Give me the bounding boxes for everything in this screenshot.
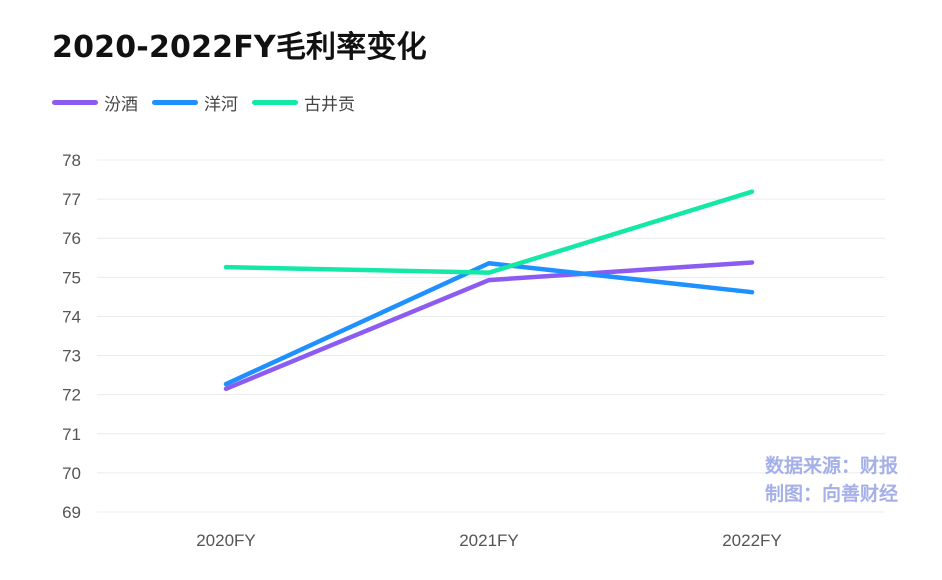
y-tick-label-74: 74 [62,307,81,326]
legend-item-yanghe: 洋河 [152,90,238,115]
x-tick-label-2: 2022FY [722,531,782,550]
source-note-line-1: 数据来源：财报 [764,455,898,477]
point-gujinggong-2 [750,189,754,194]
legend-label-fenjiu: 汾酒 [104,95,138,115]
y-tick-label-73: 73 [62,347,81,366]
legend-swatch-yanghe [152,100,198,105]
legend-label-yanghe: 洋河 [204,95,238,115]
legend-item-gujinggong: 古井贡 [252,90,355,115]
point-fenjiu-2 [750,260,754,265]
series-line-gujinggong [223,189,755,275]
point-gujinggong-0 [224,265,228,270]
legend-swatch-gujinggong [252,100,298,105]
legend: 汾酒 洋河 古井贡 [52,90,355,115]
y-tick-label-69: 69 [62,503,81,522]
point-fenjiu-0 [224,386,228,391]
y-tick-label-72: 72 [62,386,81,405]
legend-item-fenjiu: 汾酒 [52,90,138,115]
x-tick-label-1: 2021FY [459,531,519,550]
chart-title: 2020-2022FY毛利率变化 [52,30,427,65]
y-tick-label-71: 71 [62,425,81,444]
point-fenjiu-1 [487,278,491,283]
point-yanghe-0 [224,382,228,387]
legend-label-gujinggong: 古井贡 [304,95,355,115]
y-tick-label-76: 76 [62,229,81,248]
y-tick-label-77: 77 [62,190,81,209]
point-yanghe-2 [750,290,754,295]
y-tick-label-75: 75 [62,268,81,287]
legend-swatch-fenjiu [52,100,98,105]
source-note-line-2: 制图：向善财经 [764,483,898,505]
x-tick-label-0: 2020FY [196,531,256,550]
point-gujinggong-1 [487,270,491,275]
y-tick-label-78: 78 [62,151,81,170]
y-tick-label-70: 70 [62,464,81,483]
point-yanghe-1 [487,261,491,266]
source-note: 数据来源：财报 制图：向善财经 [765,452,898,508]
